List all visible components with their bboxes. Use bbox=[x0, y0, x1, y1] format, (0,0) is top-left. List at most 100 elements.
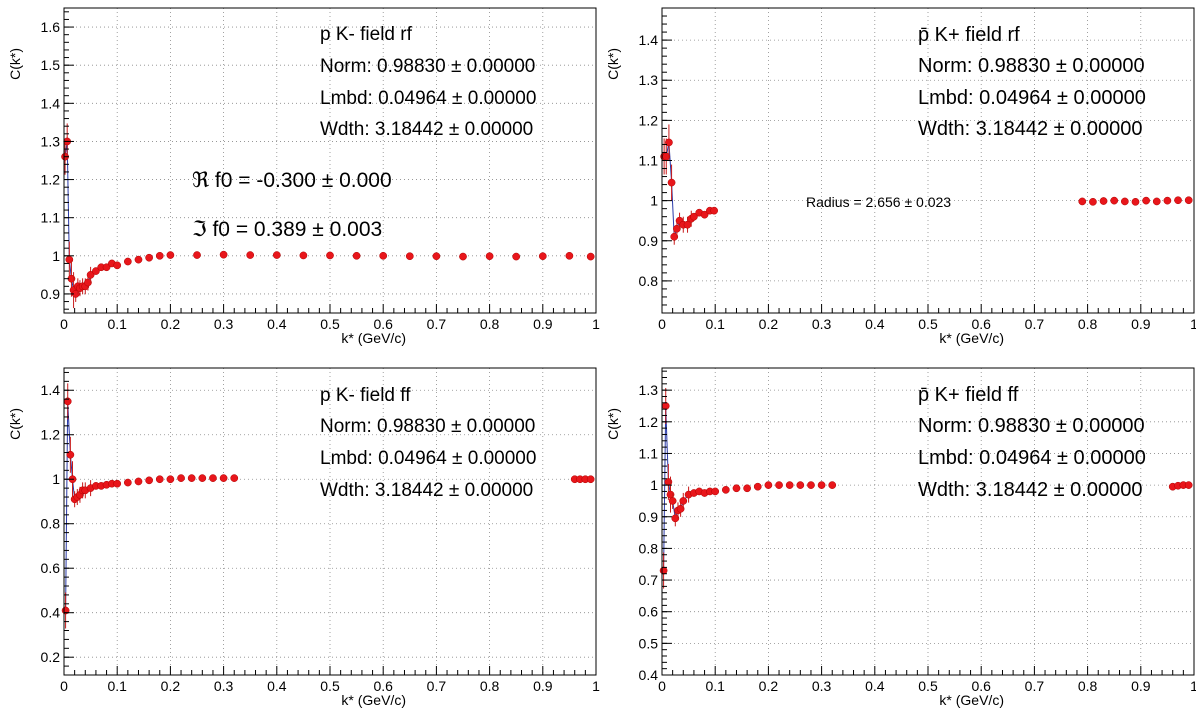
y-axis-label: C(k*) bbox=[605, 408, 621, 440]
y-tick-label: 1.3 bbox=[41, 133, 61, 149]
annotation-lmbd: Lmbd: 0.04964 ± 0.00000 bbox=[320, 88, 536, 109]
data-point bbox=[352, 251, 361, 260]
annotation-lmbd: Lmbd: 0.04964 ± 0.00000 bbox=[918, 447, 1146, 469]
y-tick-label: 0.9 bbox=[41, 286, 61, 302]
x-tick-label: 0.8 bbox=[480, 316, 500, 332]
data-point bbox=[145, 253, 153, 262]
y-tick-label: 1.4 bbox=[639, 32, 659, 48]
y-tick-label: 0.7 bbox=[639, 572, 659, 588]
data-point bbox=[272, 251, 281, 259]
chart-panel-pbarkplus-rf: 0 0.1 0.2 0.3 0.4 0.5 0.6 0.7 0.8 0.9 1 0.8 0.9 1 1.1 1… bbox=[605, 7, 1196, 346]
y-tick-label: 1 bbox=[52, 248, 60, 264]
grid bbox=[64, 8, 596, 313]
x-tick-label: 0.9 bbox=[533, 316, 553, 332]
data-point bbox=[732, 484, 741, 493]
y-tick-label: 1.3 bbox=[639, 72, 659, 88]
y-tick-label: 1 bbox=[650, 477, 658, 493]
annotation-title: p K- field ff bbox=[320, 385, 411, 406]
data-point bbox=[405, 252, 414, 261]
x-tick-label: 0.6 bbox=[971, 678, 991, 694]
chart-panel-pkminus-rf: 0 0.1 0.2 0.3 0.4 0.5 0.6 0.7 0.8 0.9 1 0.9 1 1.1 1.2 1… bbox=[7, 7, 600, 346]
data-point bbox=[775, 481, 783, 489]
y-tick-label: 1.1 bbox=[639, 445, 659, 461]
x-tick-label: 1 bbox=[1190, 316, 1196, 332]
data-point bbox=[84, 278, 92, 287]
data-point bbox=[1110, 196, 1119, 205]
annotation-norm: Norm: 0.98830 ± 0.00000 bbox=[918, 415, 1145, 437]
data-point bbox=[661, 402, 670, 410]
data-point bbox=[86, 271, 95, 279]
x-tick-label: 0.3 bbox=[812, 316, 832, 332]
data-point bbox=[753, 482, 762, 491]
data-point bbox=[538, 252, 547, 261]
x-tick-label: 0.3 bbox=[214, 678, 234, 694]
data-point bbox=[432, 252, 441, 261]
y-tick-label: 0.6 bbox=[41, 560, 61, 576]
data-point bbox=[1174, 196, 1182, 205]
x-tick-label: 0.9 bbox=[533, 678, 553, 694]
data-point bbox=[326, 251, 334, 260]
x-tick-label: 0.2 bbox=[759, 316, 779, 332]
axes: 0 0.1 0.2 0.3 0.4 0.5 0.6 0.7 0.8 0.9 1 0.4 0.5 0.6 0.… bbox=[639, 370, 1196, 694]
y-tick-label: 1.6 bbox=[41, 19, 61, 35]
data-point bbox=[1184, 196, 1193, 205]
data-point bbox=[219, 474, 228, 482]
x-tick-label: 0.1 bbox=[705, 316, 725, 332]
data-point bbox=[1184, 481, 1193, 489]
x-tick-label: 0.4 bbox=[267, 678, 287, 694]
x-tick-label: 0.8 bbox=[1078, 678, 1098, 694]
y-tick-label: 1.5 bbox=[41, 57, 61, 73]
data-point bbox=[828, 481, 837, 489]
y-tick-label: 1.4 bbox=[41, 95, 61, 111]
data-point bbox=[123, 257, 132, 266]
data-point bbox=[673, 224, 681, 233]
x-tick-label: 0.4 bbox=[865, 678, 885, 694]
annotation-radius: Radius = 2.656 ± 0.023 bbox=[806, 194, 951, 210]
data-point bbox=[166, 251, 175, 259]
data-point bbox=[743, 484, 751, 493]
annotation-lmbd: Lmbd: 0.04964 ± 0.00000 bbox=[320, 448, 536, 469]
x-axis-label: k* (GeV/c) bbox=[341, 692, 406, 708]
data-point bbox=[667, 178, 676, 187]
y-tick-label: 0.8 bbox=[41, 516, 61, 532]
data-point bbox=[155, 475, 164, 484]
data-point bbox=[1120, 197, 1129, 206]
x-tick-label: 0.5 bbox=[320, 316, 340, 332]
data-point bbox=[299, 251, 308, 260]
x-tick-label: 0 bbox=[60, 316, 68, 332]
data-point bbox=[668, 497, 677, 505]
data-point bbox=[123, 478, 132, 487]
data-point bbox=[586, 475, 595, 484]
annotation-norm: Norm: 0.98830 ± 0.00000 bbox=[320, 56, 535, 77]
data-point bbox=[134, 255, 143, 264]
x-tick-label: 0.5 bbox=[918, 316, 938, 332]
y-tick-label: 0.9 bbox=[639, 233, 659, 249]
annotation-wdth: Wdth: 3.18442 ± 0.00000 bbox=[320, 119, 533, 140]
y-tick-label: 0.9 bbox=[639, 509, 659, 525]
x-tick-label: 0.5 bbox=[918, 678, 938, 694]
axes: 0 0.1 0.2 0.3 0.4 0.5 0.6 0.7 0.8 0.9 1 0.2 0.4 0.6 0.… bbox=[41, 371, 600, 694]
x-tick-label: 0.1 bbox=[107, 678, 127, 694]
data-point bbox=[817, 481, 826, 489]
annotation-wdth: Wdth: 3.18442 ± 0.00000 bbox=[320, 480, 533, 501]
y-tick-label: 0.2 bbox=[41, 649, 61, 665]
annotation-norm: Norm: 0.98830 ± 0.00000 bbox=[320, 416, 535, 437]
annotation-title: p̄ K+ field rf bbox=[918, 24, 1020, 46]
annotation-wdth: Wdth: 3.18442 ± 0.00000 bbox=[918, 479, 1142, 501]
data-point bbox=[1078, 197, 1087, 206]
data-point bbox=[113, 261, 122, 270]
y-tick-label: 1 bbox=[650, 193, 658, 209]
data-point bbox=[193, 251, 201, 259]
data-point bbox=[209, 474, 217, 482]
annotation-re-f0: ℜ f0 = -0.300 ± 0.000 bbox=[192, 169, 392, 192]
fit-line bbox=[663, 405, 716, 571]
data-point bbox=[512, 252, 521, 261]
chart-panel-pkminus-ff: 0 0.1 0.2 0.3 0.4 0.5 0.6 0.7 0.8 0.9 1 0.2 0.4 0.6 0.… bbox=[7, 367, 600, 708]
x-tick-label: 1 bbox=[592, 678, 600, 694]
y-tick-label: 1.1 bbox=[639, 153, 659, 169]
x-tick-label: 0.6 bbox=[373, 678, 393, 694]
x-tick-label: 0 bbox=[658, 678, 666, 694]
x-tick-label: 0.4 bbox=[865, 316, 885, 332]
annotation-im-f0: ℑ f0 = 0.389 ± 0.003 bbox=[192, 218, 382, 241]
fit-line bbox=[65, 401, 118, 611]
